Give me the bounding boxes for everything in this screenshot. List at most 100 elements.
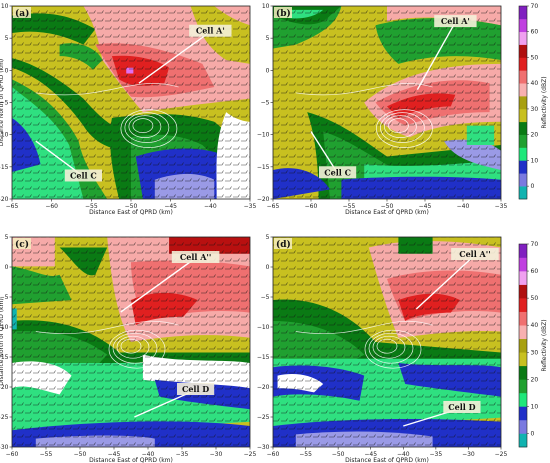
- x-tick-label: −45: [364, 451, 377, 458]
- colorbar-segment: [519, 160, 527, 174]
- reflectivity-field: [12, 237, 250, 447]
- x-tick-label: −40: [204, 203, 217, 210]
- vorticity-contour: [35, 83, 179, 96]
- colorbar-frame: [518, 5, 528, 200]
- x-tick-label: −55: [299, 451, 312, 458]
- y-tick-label: −20: [257, 196, 270, 203]
- colorbar-tick-label: 20: [531, 132, 539, 139]
- y-tick-label: −10: [257, 324, 270, 331]
- colorbar-segment: [519, 18, 527, 33]
- vorticity-contour: [376, 109, 433, 149]
- y-tick-label: −5: [261, 100, 270, 107]
- x-tick-label: −45: [164, 203, 177, 210]
- vorticity-contour: [372, 335, 406, 359]
- x-tick-label: −60: [267, 451, 280, 458]
- colorbar: 0 10 20 30 40 50 60 70 Reflectivity (dBZ): [518, 241, 548, 448]
- annotation-bg: [451, 248, 499, 260]
- colorbar-tick-label: 70: [531, 241, 539, 248]
- colorbar-segment: [519, 352, 527, 367]
- panel-label: (c): [15, 239, 29, 250]
- annotation-label: Cell D: [448, 402, 475, 412]
- y-tick-label: −15: [257, 354, 270, 361]
- colorbar-tick-label: 50: [531, 295, 539, 302]
- x-tick-label: −35: [176, 451, 189, 458]
- x-tick-label: −35: [244, 203, 257, 210]
- x-tick-label: −50: [332, 451, 345, 458]
- x-tick-label: −40: [457, 203, 470, 210]
- annotation-label: Cell A': [441, 16, 470, 26]
- colorbar-segment: [519, 244, 527, 258]
- annotation-bg: [177, 383, 215, 395]
- colorbar-segment: [519, 134, 527, 148]
- colorbar-segment: [519, 44, 527, 58]
- colorbar-segment: [519, 96, 527, 110]
- wind-barbs: [12, 6, 250, 199]
- y-tick-label: −20: [0, 384, 9, 391]
- x-tick-label: −55: [343, 203, 356, 210]
- panel-label-bg: [274, 238, 292, 249]
- y-tick-label: 0: [266, 67, 270, 74]
- x-tick-label: −65: [6, 203, 19, 210]
- y-tick-label: 5: [266, 234, 270, 241]
- annotation-label: Cell C: [70, 170, 97, 180]
- y-tick-label: 5: [5, 35, 9, 42]
- colorbar-segment: [519, 379, 527, 394]
- x-tick-label: −30: [462, 451, 475, 458]
- colorbar-tick-label: 0: [531, 430, 535, 437]
- annotation-label: Cell A': [196, 26, 225, 36]
- x-tick-label: −30: [210, 451, 223, 458]
- x-tick-label: −60: [305, 203, 318, 210]
- vorticity-contour: [368, 332, 414, 364]
- colorbar: 0 10 20 30 40 50 60 70 Reflectivity (dBZ): [518, 3, 548, 200]
- annotation-label: Cell A'': [459, 249, 490, 259]
- reflectivity-field: [273, 6, 501, 199]
- colorbar-segment: [519, 298, 527, 312]
- y-tick-label: −15: [0, 164, 9, 171]
- vorticity-contour: [128, 115, 162, 139]
- colorbar-segment: [519, 284, 527, 299]
- y-tick-label: −25: [0, 414, 9, 421]
- x-axis-label: Distance East of QPRD (km): [345, 457, 429, 463]
- y-tick-label: −5: [261, 294, 270, 301]
- y-tick-label: −15: [257, 164, 270, 171]
- annotation-bg: [319, 166, 357, 179]
- colorbar-segment: [519, 392, 527, 407]
- colorbar-tick-label: 10: [531, 157, 539, 164]
- y-tick-label: −15: [0, 354, 9, 361]
- y-tick-label: 0: [266, 264, 270, 271]
- panel-label-bg: [13, 7, 31, 18]
- vorticity-contour: [120, 109, 178, 149]
- colorbar-segment: [519, 257, 527, 272]
- colorbar-segment: [519, 271, 527, 285]
- colorbar-segment: [519, 338, 527, 353]
- reflectivity-field: [273, 237, 501, 447]
- colorbar-tick-label: 70: [531, 3, 539, 10]
- panel-4: −60 −55 −50 −45 −40 −35 −30 −25−30−25−20−15−10−…: [257, 234, 508, 463]
- colorbar-segment: [519, 121, 527, 135]
- colorbar-segment: [519, 311, 527, 326]
- annotation-bg: [189, 24, 232, 37]
- wind-barbs: [273, 6, 501, 199]
- panel-label: (b): [276, 8, 291, 19]
- colorbar-tick-label: 10: [531, 403, 539, 410]
- y-tick-label: 0: [5, 67, 9, 74]
- plot-frame: [272, 236, 502, 448]
- annotation-label: Cell A'': [180, 252, 211, 262]
- y-tick-label: −10: [0, 324, 9, 331]
- colorbar-segment: [519, 108, 527, 123]
- annotation-pointer: [120, 257, 197, 313]
- x-tick-label: −50: [381, 203, 394, 210]
- colorbar-segment: [519, 365, 527, 380]
- panel-label: (d): [276, 239, 291, 250]
- annotation-bg: [171, 251, 220, 263]
- annotation-pointer: [416, 21, 457, 90]
- x-tick-label: −35: [430, 451, 443, 458]
- y-tick-label: −20: [257, 384, 270, 391]
- vorticity-contour: [364, 329, 422, 369]
- panel-label: (a): [15, 8, 29, 19]
- x-tick-label: −40: [142, 451, 155, 458]
- annotation-label: Cell C: [324, 167, 351, 177]
- x-tick-label: −45: [419, 203, 432, 210]
- panel-label-bg: [274, 7, 292, 18]
